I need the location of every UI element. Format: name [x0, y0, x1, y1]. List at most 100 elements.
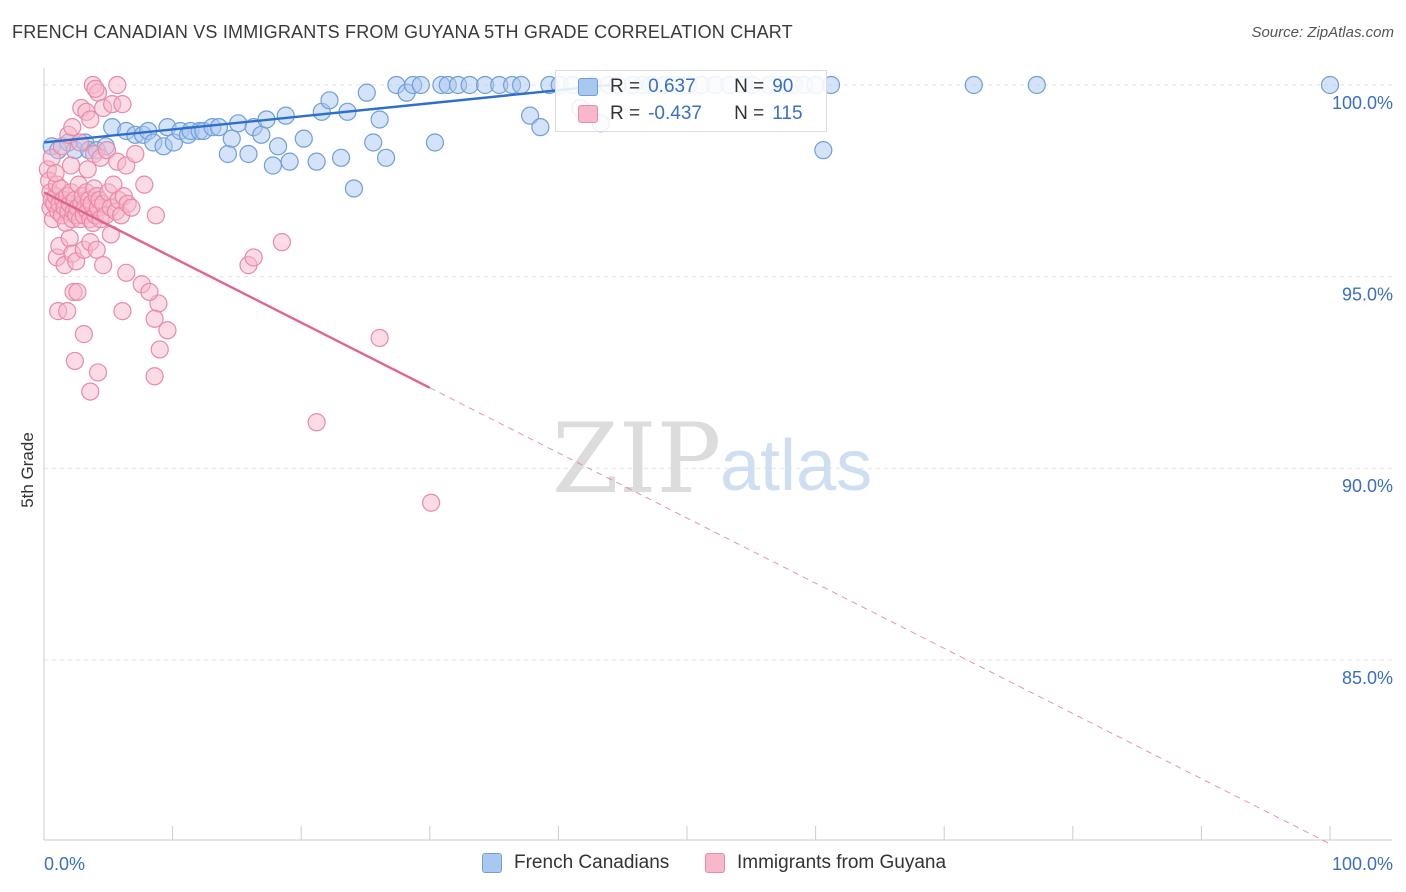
point-french-canadians — [357, 83, 376, 102]
point-guyana — [74, 325, 93, 344]
point-french-canadians — [814, 141, 833, 160]
point-guyana — [65, 351, 84, 371]
watermark: ZIP atlas — [552, 403, 872, 515]
legend-row-guyana: R = -0.437 N = 115 — [578, 102, 803, 126]
point-guyana — [87, 240, 106, 259]
axes — [43, 68, 1392, 841]
point-guyana — [370, 328, 389, 348]
legend-swatch-blue — [482, 853, 502, 873]
point-guyana — [61, 156, 81, 175]
stats-legend: R = 0.637 N = 90 R = -0.437 N = 115 — [555, 70, 827, 132]
point-french-canadians — [280, 152, 299, 171]
grid-lines — [44, 84, 1392, 661]
point-french-canadians — [460, 75, 479, 95]
point-french-canadians — [320, 91, 339, 110]
trend-line — [43, 83, 610, 144]
point-french-canadians — [425, 133, 445, 152]
point-french-canadians — [239, 144, 258, 164]
point-french-canadians — [521, 106, 540, 125]
point-guyana — [81, 110, 100, 129]
point-french-canadians — [364, 133, 383, 152]
point-french-canadians — [276, 106, 295, 125]
point-french-canadians — [344, 179, 364, 198]
legend-item-french-canadians: French Canadians — [482, 852, 669, 874]
y-tick-label: 90.0% — [1342, 476, 1393, 496]
point-french-canadians — [209, 118, 228, 137]
legend-item-guyana: Immigrants from Guyana — [705, 852, 946, 874]
point-french-canadians — [252, 125, 271, 144]
series-legend: French Canadians Immigrants from Guyana — [0, 852, 1406, 878]
point-french-canadians — [1320, 75, 1340, 95]
legend-r-value: 0.637 — [648, 76, 696, 97]
trend-lines — [43, 83, 1331, 845]
point-guyana — [108, 75, 127, 95]
legend-swatch-blue — [578, 78, 598, 96]
point-guyana — [150, 340, 169, 359]
legend-swatch-pink — [578, 105, 598, 123]
legend-n-value: 90 — [772, 76, 794, 97]
point-guyana — [146, 206, 165, 225]
point-guyana — [272, 233, 292, 252]
point-guyana — [307, 413, 326, 432]
legend-r-label: R = — [610, 103, 641, 124]
point-guyana — [68, 282, 87, 302]
legend-row-french-canadians: R = 0.637 N = 90 — [578, 75, 793, 99]
point-french-canadians — [218, 144, 237, 164]
point-french-canadians — [531, 118, 550, 137]
legend-label: Immigrants from Guyana — [737, 852, 947, 873]
point-guyana — [81, 382, 100, 401]
point-guyana — [122, 198, 141, 217]
point-guyana — [46, 164, 65, 183]
point-guyana — [113, 302, 132, 321]
chart-title: FRENCH CANADIAN VS IMMIGRANTS FROM GUYAN… — [12, 22, 793, 42]
point-guyana — [78, 160, 97, 179]
point-guyana — [421, 493, 441, 512]
point-guyana — [145, 367, 164, 386]
point-guyana — [145, 309, 164, 328]
point-french-canadians — [411, 75, 430, 95]
point-guyana — [135, 175, 154, 194]
point-french-canadians — [331, 148, 351, 167]
point-guyana — [88, 363, 108, 382]
point-guyana — [97, 141, 117, 160]
x-tick-label: 0.0% — [44, 854, 85, 874]
legend-label: French Canadians — [514, 852, 670, 873]
watermark-atlas: atlas — [720, 426, 872, 506]
point-guyana — [94, 256, 113, 275]
y-tick-label: 85.0% — [1342, 668, 1393, 688]
point-french-canadians — [307, 152, 326, 171]
point-guyana — [158, 321, 177, 340]
trend-line — [43, 191, 431, 389]
legend-swatch-pink — [705, 853, 725, 873]
point-guyana — [86, 79, 105, 98]
y-tick-label: 100.0% — [1332, 93, 1393, 113]
point-guyana — [58, 302, 77, 321]
point-french-canadians — [294, 129, 313, 148]
point-guyana — [70, 133, 90, 152]
point-french-canadians — [964, 75, 983, 95]
y-tick-label: 95.0% — [1342, 285, 1393, 305]
watermark-zip: ZIP — [552, 403, 721, 515]
point-guyana — [140, 282, 159, 302]
legend-n-label: N = — [734, 103, 765, 124]
legend-n-value: 115 — [772, 103, 803, 124]
point-guyana — [117, 263, 136, 282]
point-french-canadians — [512, 75, 531, 95]
point-guyana — [63, 118, 82, 137]
point-french-canadians — [222, 129, 241, 148]
point-guyana — [126, 144, 145, 164]
x-tick-labels: 0.0% 100.0% — [44, 854, 1393, 874]
y-tick-labels: 100.0% 95.0% 90.0% 85.0% — [1332, 93, 1393, 688]
point-french-canadians — [376, 148, 396, 167]
point-guyana — [60, 229, 79, 248]
chart-source: Source: ZipAtlas.com — [1251, 24, 1394, 41]
point-guyana — [244, 248, 263, 267]
legend-n-label: N = — [734, 76, 765, 97]
point-french-canadians — [1027, 75, 1046, 95]
x-tick-label: 100.0% — [1332, 854, 1393, 874]
point-guyana — [113, 95, 132, 114]
legend-r-value: -0.437 — [648, 103, 702, 124]
point-french-canadians — [268, 137, 288, 156]
point-french-canadians — [263, 156, 283, 175]
